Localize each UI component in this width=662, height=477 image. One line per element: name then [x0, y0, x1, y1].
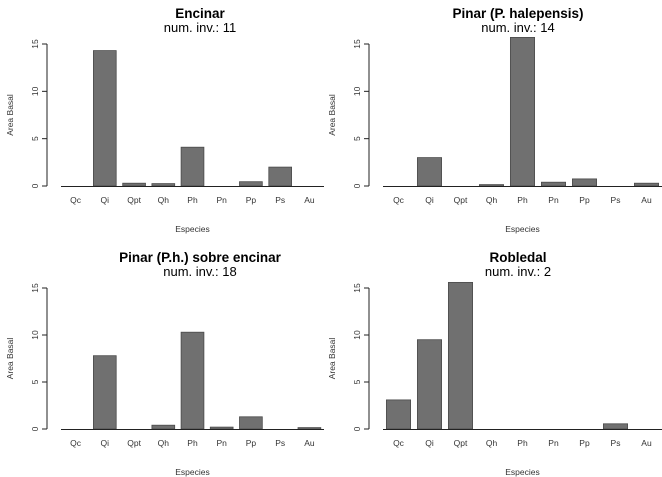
y-tick-label: 10 [30, 330, 40, 340]
x-tick-label: Qc [70, 195, 82, 205]
x-tick-label: Qi [425, 438, 434, 448]
bar-Qh [151, 424, 176, 430]
chart-title: Pinar (P. halepensis) [452, 6, 583, 21]
x-tick-label: Au [641, 438, 652, 448]
x-tick-label: Ps [275, 438, 285, 448]
bar-Ps [603, 423, 629, 430]
y-tick-label: 10 [352, 330, 362, 340]
x-tick-label: Pn [216, 195, 227, 205]
chart-subtitle: num. inv.: 18 [163, 264, 236, 279]
x-tick-label: Qpt [454, 195, 468, 205]
x-tick-label: Pp [246, 195, 257, 205]
x-tick-label: Qh [158, 195, 170, 205]
y-axis-title: Area Basal [5, 338, 15, 380]
x-tick-label: Qh [158, 438, 170, 448]
y-axis-title: Area Basal [5, 94, 15, 136]
y-axis-title: Area Basal [327, 94, 337, 136]
chart-subtitle: num. inv.: 14 [481, 20, 554, 35]
x-tick-label: Au [641, 195, 652, 205]
bar-Au [634, 182, 660, 187]
y-tick-label: 0 [30, 426, 40, 431]
x-tick-label: Au [304, 195, 315, 205]
x-tick-label: Pn [548, 195, 559, 205]
x-tick-label: Qc [393, 438, 405, 448]
bar-Qpt [122, 182, 146, 187]
chart-title: Pinar (P.h.) sobre encinar [119, 250, 282, 265]
x-tick-label: Qh [486, 195, 498, 205]
y-tick-label: 5 [352, 136, 362, 141]
y-tick-label: 10 [30, 86, 40, 96]
bar-Au [297, 427, 322, 430]
x-tick-label: Ph [187, 438, 198, 448]
x-tick-label: Pp [579, 195, 590, 205]
bar-Qc [385, 399, 411, 430]
x-tick-label: Qc [70, 438, 82, 448]
x-tick-label: Qc [393, 195, 405, 205]
y-axis-title: Area Basal [327, 338, 337, 380]
bar-Pp [239, 181, 263, 187]
bar-Ps [268, 166, 292, 187]
x-tick-label: Qi [101, 438, 110, 448]
y-tick-label: 15 [352, 39, 362, 49]
y-tick-label: 0 [30, 183, 40, 188]
x-tick-label: Qpt [454, 438, 468, 448]
bar-Qi [93, 50, 117, 187]
y-tick-label: 0 [352, 183, 362, 188]
x-tick-label: Pp [246, 438, 257, 448]
y-tick-label: 5 [30, 136, 40, 141]
y-tick-label: 5 [30, 379, 40, 384]
chart-panel-2: Pinar (P. halepensis)num. inv.: 14 Qc Qi Qp… [327, 6, 662, 234]
bar-Qpt [447, 281, 473, 430]
chart-title: Robledal [489, 250, 546, 265]
x-tick-label: Ph [517, 438, 528, 448]
y-tick-label: 10 [352, 86, 362, 96]
x-tick-label: Ps [275, 195, 285, 205]
chart-title: Encinar [175, 6, 225, 21]
bar-Pp [572, 178, 598, 187]
x-tick-label: Pp [579, 438, 590, 448]
x-tick-label: Qi [101, 195, 110, 205]
bar-Qh [151, 183, 176, 187]
bar-Pn [541, 181, 567, 187]
y-tick-label: 15 [352, 283, 362, 293]
bar-Ph [180, 146, 205, 187]
x-tick-label: Qpt [127, 195, 141, 205]
x-tick-label: Au [304, 438, 315, 448]
bar-Qi [416, 157, 442, 187]
y-tick-label: 15 [30, 39, 40, 49]
x-tick-label: Ph [187, 195, 198, 205]
bar-Pp [239, 416, 263, 430]
chart-subtitle: num. inv.: 11 [164, 20, 237, 35]
bar-Qi [93, 355, 117, 430]
x-tick-label: Qi [425, 195, 434, 205]
x-axis-title: Especies [505, 467, 540, 477]
x-axis-title: Especies [505, 224, 540, 234]
x-axis-title: Especies [175, 224, 210, 234]
x-tick-label: Ps [611, 195, 621, 205]
bar-Ph [180, 331, 205, 430]
y-tick-label: 0 [352, 426, 362, 431]
bar-Ph [509, 37, 535, 187]
x-axis-title: Especies [175, 467, 210, 477]
x-tick-label: Ph [517, 195, 528, 205]
x-tick-label: Qpt [127, 438, 141, 448]
bar-Qh [478, 184, 504, 187]
x-tick-label: Pn [548, 438, 559, 448]
chart-subtitle: num. inv.: 2 [485, 264, 551, 279]
y-tick-label: 5 [352, 379, 362, 384]
y-tick-label: 15 [30, 283, 40, 293]
bar-Pn [209, 426, 234, 430]
bar-Qi [416, 339, 442, 430]
x-tick-label: Pn [216, 438, 227, 448]
x-tick-label: Ps [611, 438, 621, 448]
x-tick-label: Qh [486, 438, 498, 448]
